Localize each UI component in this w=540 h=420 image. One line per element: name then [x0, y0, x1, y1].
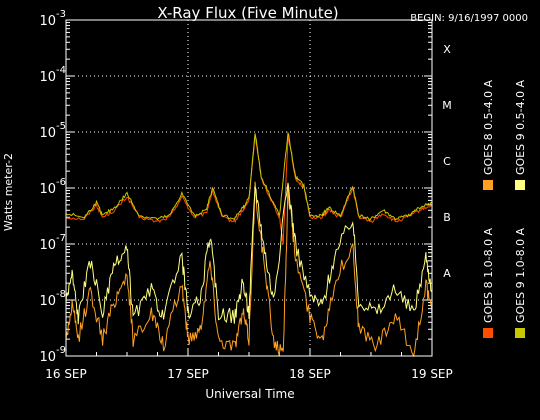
y-tick-label: 10 -9: [39, 345, 66, 365]
flare-class-labels: X M C B A: [442, 43, 452, 280]
legend-label: GOES 8 1.0-8.0 A: [482, 227, 495, 323]
series-line-4: [65, 183, 433, 325]
svg-text:-8: -8: [56, 289, 66, 300]
series-line-1: [65, 133, 433, 245]
svg-text:-7: -7: [56, 233, 66, 244]
y-tick-labels: 10-910-810-710-610-510-410-3: [39, 9, 66, 365]
y-tick-label: 10 -7: [39, 233, 66, 253]
legend-swatch: [483, 328, 493, 338]
legend-swatch: [515, 328, 525, 338]
series-line-3: [65, 131, 433, 222]
svg-text:10: 10: [39, 14, 56, 29]
class-label-b: B: [443, 211, 451, 224]
svg-text:10: 10: [39, 182, 56, 197]
y-axis-label: Watts meter-2: [2, 153, 15, 231]
svg-text:-5: -5: [56, 121, 66, 132]
svg-text:10: 10: [39, 294, 56, 309]
y-tick-label: 10 -3: [39, 9, 66, 29]
class-label-c: C: [443, 155, 451, 168]
legend-label: GOES 8 0.5-4.0 A: [482, 79, 495, 175]
x-tick-label: 18 SEP: [289, 367, 331, 381]
series-line-2: [65, 181, 433, 358]
svg-text:10: 10: [39, 350, 56, 365]
y-tick-label: 10 -4: [39, 65, 66, 85]
legend-swatch: [483, 180, 493, 190]
class-label-a: A: [443, 267, 451, 280]
x-tick-label: 17 SEP: [167, 367, 209, 381]
legend: GOES 8 1.0-8.0 A GOES 8 0.5-4.0 A GOES 9 1…: [482, 79, 527, 338]
x-axis-label: Universal Time: [205, 387, 294, 401]
legend-label: GOES 9 0.5-4.0 A: [514, 79, 527, 175]
legend-entry: GOES 8 0.5-4.0 A: [482, 79, 495, 190]
legend-swatch: [515, 180, 525, 190]
svg-text:-3: -3: [56, 9, 66, 20]
legend-entry: GOES 9 1.0-8.0 A: [514, 227, 527, 338]
plot-frame: [65, 19, 433, 357]
x-tick-label: 16 SEP: [45, 367, 87, 381]
class-label-x: X: [443, 43, 451, 56]
svg-text:10: 10: [39, 126, 56, 141]
legend-entry: GOES 8 1.0-8.0 A: [482, 227, 495, 338]
class-label-m: M: [442, 99, 452, 112]
y-tick-label: 10 -5: [39, 121, 66, 141]
begin-label: BEGIN: 9/16/1997 0000: [410, 13, 528, 24]
svg-text:-9: -9: [56, 345, 66, 356]
series-lines: [65, 131, 433, 358]
y-tick-label: 10 -6: [39, 177, 66, 197]
legend-label: GOES 9 1.0-8.0 A: [514, 227, 527, 323]
svg-text:10: 10: [39, 238, 56, 253]
y-tick-label: 10 -8: [39, 289, 66, 309]
svg-text:10: 10: [39, 70, 56, 85]
svg-text:-6: -6: [56, 177, 66, 188]
svg-text:-4: -4: [56, 65, 66, 76]
chart-title: X-Ray Flux (Five Minute): [157, 4, 338, 22]
x-tick-label: 19 SEP: [411, 367, 453, 381]
x-tick-labels: 16 SEP 17 SEP 18 SEP 19 SEP: [45, 367, 453, 381]
legend-entry: GOES 9 0.5-4.0 A: [514, 79, 527, 190]
